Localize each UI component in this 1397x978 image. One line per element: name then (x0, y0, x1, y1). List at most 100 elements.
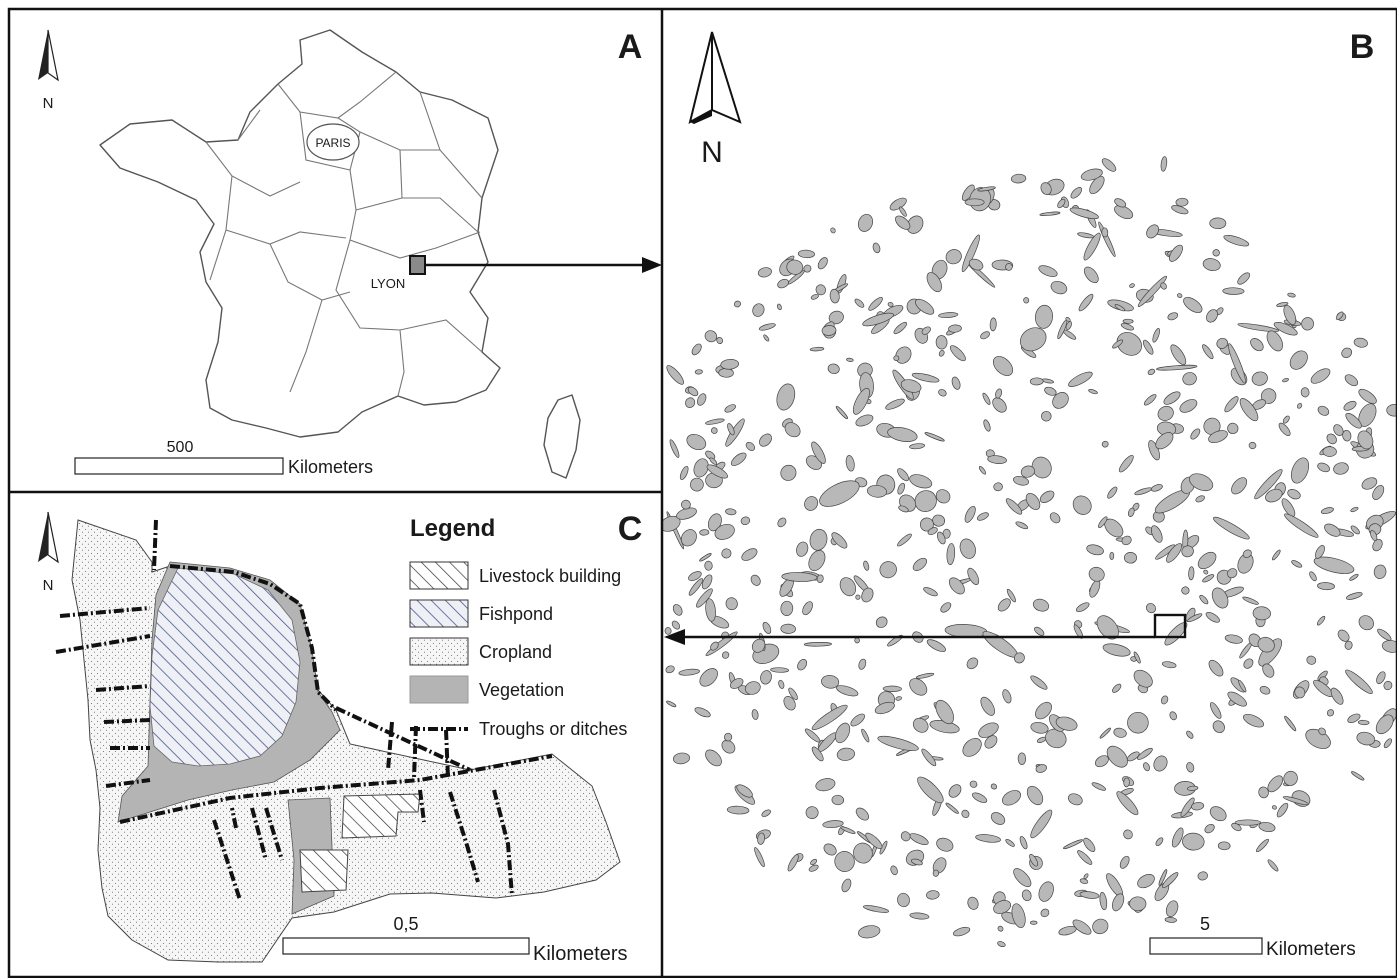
pond-patch (697, 393, 707, 406)
pond-patch (686, 433, 707, 451)
scale-unit-c: Kilometers (533, 943, 627, 965)
pond-patch (1211, 587, 1229, 609)
pond-patch (853, 842, 873, 864)
pond-patch (1209, 806, 1227, 822)
pond-patch (1162, 872, 1179, 889)
pond-patch (855, 414, 874, 427)
pond-patch (1227, 422, 1239, 435)
pond-patch (787, 854, 799, 872)
pond-patch (1265, 488, 1283, 503)
pond-patch (1137, 874, 1155, 889)
pond-patch (1171, 827, 1184, 848)
pond-patch (1029, 853, 1039, 867)
pond-patch (1252, 606, 1271, 621)
pond-patch (1281, 498, 1296, 517)
pond-patch (705, 749, 722, 767)
pond-patch (811, 441, 826, 464)
pond-patch (1227, 691, 1247, 707)
pond-patch (1150, 484, 1163, 492)
pond-patch (1383, 680, 1393, 691)
pond-patch (1079, 891, 1100, 899)
pond-patch (699, 668, 718, 687)
pond-patch (1012, 475, 1030, 486)
pond-patch (1068, 371, 1093, 387)
pond-patch (1322, 446, 1337, 457)
pond-patch (919, 517, 934, 532)
pond-patch (821, 325, 837, 336)
pond-patch (966, 657, 979, 670)
pond-patch (752, 303, 765, 317)
pond-patch (1223, 234, 1250, 247)
pond-patch (1129, 896, 1147, 912)
pond-patch (987, 455, 1007, 464)
pond-patch (1224, 396, 1239, 413)
legend-label-vegetation: Vegetation (479, 680, 564, 700)
pond-patch (1112, 683, 1122, 693)
pond-patch (923, 587, 938, 597)
pond-patch (855, 807, 870, 821)
pond-patch (1197, 551, 1217, 570)
pond-patch (945, 249, 962, 265)
pond-patch (1222, 287, 1245, 295)
pond-patch (1217, 841, 1231, 851)
pond-patch (959, 538, 976, 559)
pond-patch (761, 809, 771, 817)
pond-patch (706, 464, 728, 479)
pond-patch (980, 696, 995, 716)
pond-patch (1243, 658, 1254, 669)
pond-patch (1133, 651, 1141, 664)
pond-patch (1349, 573, 1359, 581)
pond-patch (936, 531, 946, 545)
pond-patch (983, 419, 991, 432)
pond-patch (1326, 709, 1335, 717)
pond-patch (745, 441, 756, 451)
pond-patch (1300, 387, 1310, 398)
pond-patch (1190, 428, 1201, 440)
pond-patch (862, 312, 894, 327)
pond-patch (854, 298, 865, 308)
pond-patch (835, 722, 851, 744)
pond-patch (1254, 469, 1283, 500)
pond-patch (1155, 544, 1176, 560)
pond-patch (1278, 422, 1291, 437)
pond-patch (1248, 441, 1257, 450)
legend-swatch-fishpond (409, 599, 469, 628)
pond-patch (835, 405, 848, 420)
pond-patch (666, 700, 677, 708)
pond-patch (964, 505, 976, 523)
region-boundaries (205, 71, 483, 397)
pond-patch (671, 620, 681, 630)
pond-patch (1234, 819, 1262, 826)
pond-patch (1005, 498, 1023, 515)
pond-patch (1116, 791, 1139, 816)
pond-patch (1182, 832, 1205, 851)
pond-patch (757, 267, 772, 278)
pond-patch (781, 572, 818, 582)
pond-patch (909, 833, 929, 845)
panel-b: B N 5 Kilometers (663, 28, 1397, 960)
pond-patch (1358, 388, 1377, 404)
pond-patch (770, 667, 790, 673)
pond-patch (1083, 232, 1101, 261)
legend-title: Legend (410, 515, 495, 542)
pond-patch (935, 489, 951, 504)
pond-patch (699, 529, 710, 536)
pond-patch (1038, 265, 1058, 277)
pond-patch (811, 704, 848, 731)
pond-patch (926, 890, 940, 900)
pond-patch (1013, 868, 1032, 888)
pond-patch (1208, 430, 1228, 444)
pond-patch (1123, 829, 1133, 840)
pond-patch (852, 387, 870, 415)
pond-patch (1129, 283, 1135, 288)
pond-patch (709, 457, 718, 465)
pond-patch (730, 452, 747, 467)
pond-patch (721, 651, 730, 659)
pond-patch (1116, 332, 1142, 356)
pond-patch (942, 528, 951, 539)
pond-patch (1137, 747, 1153, 760)
pond-patch (778, 679, 785, 689)
legend-swatch-livestock (409, 561, 469, 590)
pond-patch (961, 809, 970, 819)
pond-patch (1345, 669, 1373, 695)
